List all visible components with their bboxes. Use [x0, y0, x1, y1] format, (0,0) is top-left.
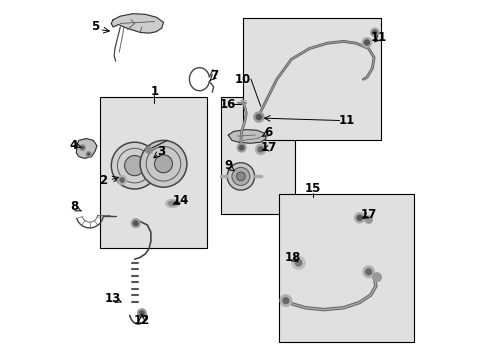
Text: 5: 5 — [91, 21, 99, 33]
Circle shape — [256, 114, 261, 120]
Circle shape — [120, 178, 124, 182]
Ellipse shape — [168, 201, 176, 206]
Text: 6: 6 — [264, 126, 272, 139]
Circle shape — [364, 40, 368, 45]
Bar — [221, 97, 294, 214]
Text: 14: 14 — [172, 194, 188, 207]
Circle shape — [295, 260, 301, 266]
Circle shape — [81, 146, 84, 149]
Circle shape — [280, 295, 291, 306]
Circle shape — [80, 145, 85, 150]
Circle shape — [365, 216, 371, 223]
Circle shape — [291, 256, 305, 269]
Circle shape — [231, 167, 249, 185]
Text: 10: 10 — [234, 73, 250, 86]
Text: 13: 13 — [105, 292, 121, 305]
Circle shape — [362, 38, 371, 47]
Circle shape — [236, 172, 244, 181]
Circle shape — [283, 298, 288, 303]
Text: 16: 16 — [220, 98, 236, 111]
Circle shape — [362, 266, 374, 278]
Circle shape — [131, 219, 140, 228]
Circle shape — [258, 147, 263, 152]
Circle shape — [372, 273, 381, 282]
Circle shape — [372, 31, 376, 34]
Circle shape — [370, 28, 378, 36]
Circle shape — [87, 153, 89, 155]
Circle shape — [227, 163, 254, 190]
Text: 2: 2 — [99, 174, 107, 186]
Text: 17: 17 — [260, 141, 277, 154]
Circle shape — [365, 269, 371, 275]
Circle shape — [133, 221, 138, 225]
Polygon shape — [76, 139, 97, 158]
Circle shape — [86, 152, 91, 157]
Bar — [278, 194, 413, 342]
Circle shape — [111, 142, 158, 189]
Text: 4: 4 — [69, 139, 77, 152]
Circle shape — [239, 145, 244, 150]
Text: 18: 18 — [284, 251, 300, 264]
Text: 1: 1 — [150, 85, 158, 98]
Circle shape — [137, 309, 146, 318]
Circle shape — [140, 140, 186, 187]
Text: 11: 11 — [369, 31, 386, 44]
Text: 12: 12 — [134, 314, 150, 327]
Text: 11: 11 — [338, 114, 354, 127]
Circle shape — [118, 176, 126, 184]
Circle shape — [145, 147, 152, 153]
Circle shape — [255, 144, 265, 154]
Ellipse shape — [165, 199, 179, 207]
Circle shape — [354, 213, 364, 223]
Text: 8: 8 — [70, 201, 79, 213]
Text: 3: 3 — [157, 145, 165, 158]
Text: 17: 17 — [360, 208, 376, 221]
Text: 7: 7 — [209, 69, 218, 82]
Circle shape — [237, 143, 245, 152]
Polygon shape — [111, 14, 163, 33]
Polygon shape — [228, 130, 265, 143]
Text: 9: 9 — [224, 159, 232, 172]
Circle shape — [154, 155, 172, 173]
Text: 15: 15 — [304, 183, 321, 195]
Circle shape — [140, 311, 144, 315]
Circle shape — [253, 112, 264, 122]
Bar — [101, 97, 206, 248]
Circle shape — [124, 156, 144, 176]
Bar — [242, 18, 381, 140]
Circle shape — [356, 215, 362, 220]
